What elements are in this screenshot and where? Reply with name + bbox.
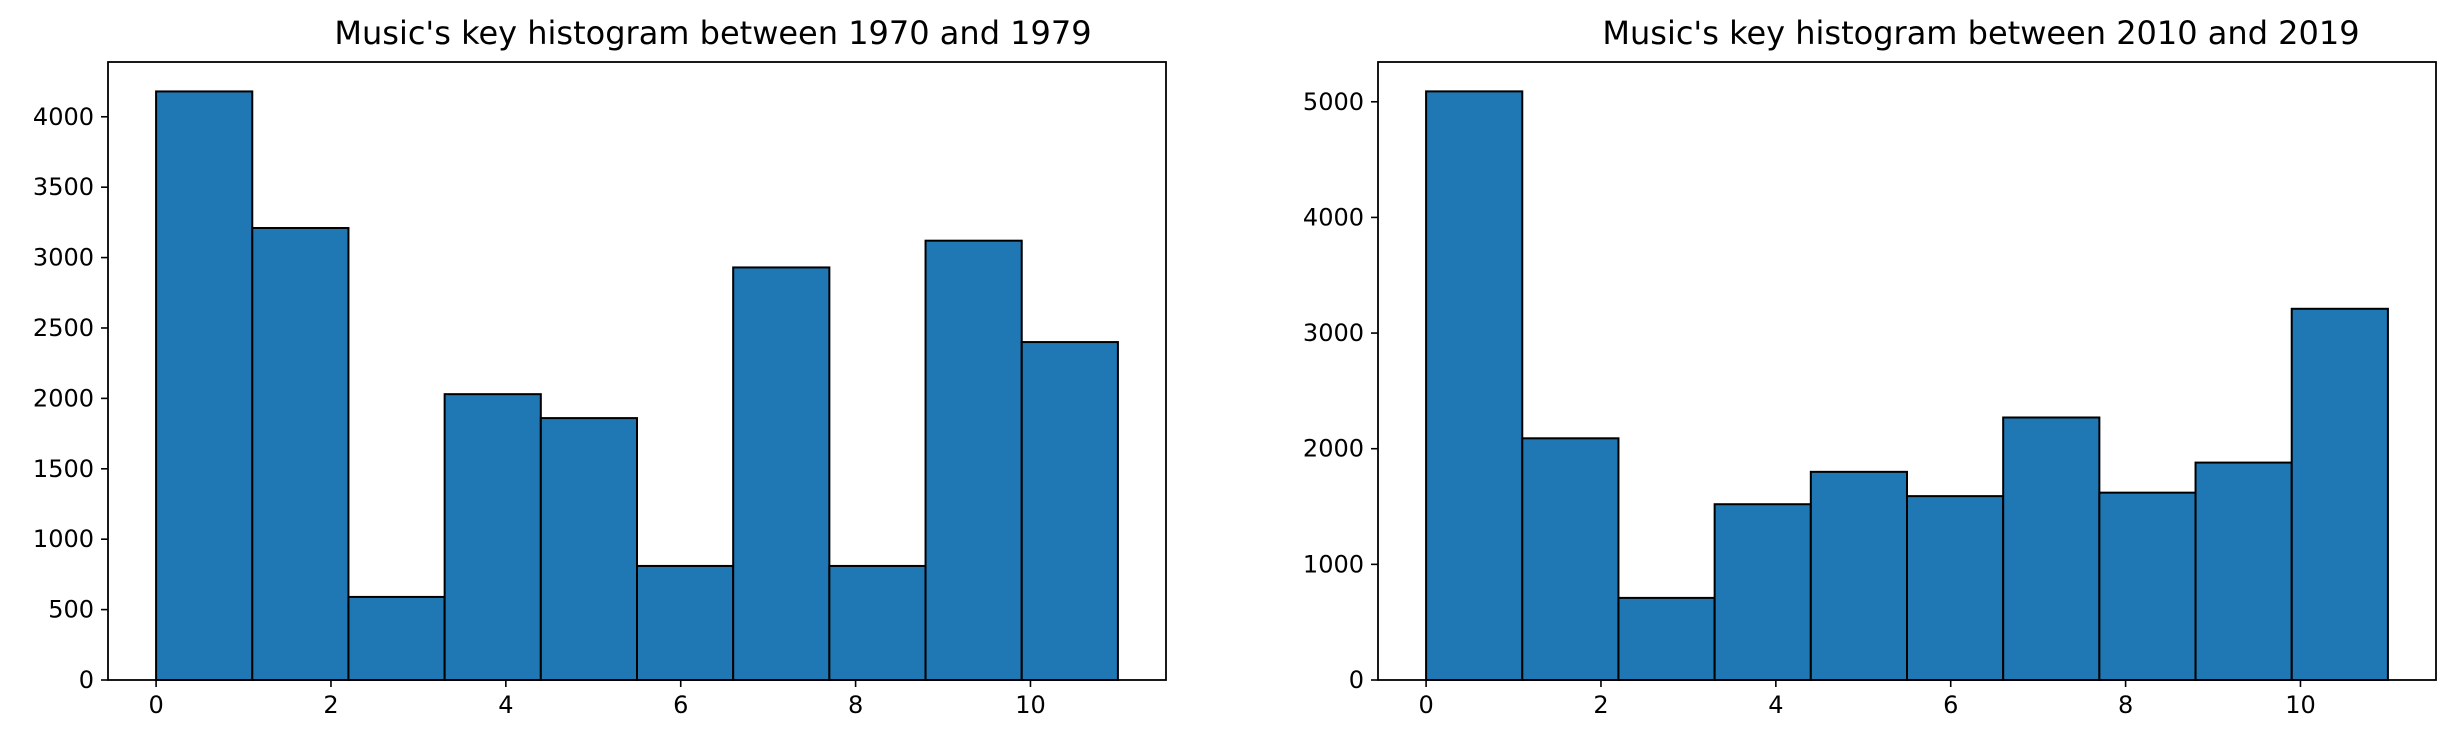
x-axis-ticks: 0 2 4 6 8 10 xyxy=(148,680,1046,719)
histogram-bar xyxy=(443,393,542,681)
histogram-bar xyxy=(251,227,350,682)
histogram-bar xyxy=(539,417,638,681)
x-tick-label: 10 xyxy=(1015,691,1046,719)
bars-group xyxy=(155,90,1119,682)
y-tick-label: 500 xyxy=(48,596,94,624)
chart-1970s: Music's key histogram between 1970 and 1… xyxy=(33,14,1167,719)
histogram-bar xyxy=(828,564,927,681)
histogram-bar xyxy=(2098,491,2197,682)
y-tick-label: 4000 xyxy=(1303,203,1364,231)
histogram-bar xyxy=(1425,90,1524,682)
histogram-bar xyxy=(2002,416,2101,681)
histogram-bar xyxy=(1906,495,2005,681)
x-tick-label: 0 xyxy=(1418,691,1433,719)
histogram-bar xyxy=(1020,341,1119,681)
y-axis-ticks: 0 500 1000 1500 2000 2500 3000 3500 4000 xyxy=(33,103,108,694)
y-tick-label: 3500 xyxy=(33,173,94,201)
histogram-bar xyxy=(1809,470,1909,681)
histogram-bar xyxy=(636,564,735,681)
x-tick-label: 8 xyxy=(2118,691,2133,719)
x-tick-label: 4 xyxy=(498,691,513,719)
x-tick-label: 2 xyxy=(1593,691,1608,719)
axes-frame xyxy=(1377,61,2437,681)
x-tick-label: 10 xyxy=(2285,691,2316,719)
y-tick-label: 2500 xyxy=(33,314,94,342)
chart-title: Music's key histogram between 2010 and 2… xyxy=(1602,14,2359,52)
histogram-bar xyxy=(347,595,446,682)
y-tick-label: 2000 xyxy=(33,384,94,412)
y-axis-ticks: 0 1000 2000 3000 4000 5000 xyxy=(1303,88,1378,694)
y-tick-label: 5000 xyxy=(1303,88,1364,116)
y-tick-label: 3000 xyxy=(1303,319,1364,347)
histogram-bar xyxy=(1521,437,1620,681)
histogram-bar xyxy=(1617,596,1716,681)
histogram-bar xyxy=(2290,307,2389,681)
chart-2010s: Music's key histogram between 2010 and 2… xyxy=(1303,14,2437,719)
x-axis-ticks: 0 2 4 6 8 10 xyxy=(1418,680,2316,719)
axes-frame xyxy=(107,61,1167,681)
y-tick-label: 4000 xyxy=(33,103,94,131)
x-tick-label: 0 xyxy=(148,691,163,719)
y-tick-label: 0 xyxy=(79,666,94,694)
y-tick-label: 1000 xyxy=(33,525,94,553)
y-tick-label: 2000 xyxy=(1303,435,1364,463)
bars-group xyxy=(1425,90,2389,682)
x-tick-label: 6 xyxy=(673,691,688,719)
chart-title: Music's key histogram between 1970 and 1… xyxy=(334,14,1091,52)
histogram-bar xyxy=(155,90,254,681)
x-tick-label: 2 xyxy=(323,691,338,719)
y-tick-label: 0 xyxy=(1349,666,1364,694)
x-tick-label: 4 xyxy=(1768,691,1783,719)
histogram-bar xyxy=(732,266,831,681)
histogram-bar xyxy=(1713,503,1812,681)
histogram-bar xyxy=(924,239,1023,681)
histogram-bar xyxy=(2194,461,2293,681)
y-tick-label: 1500 xyxy=(33,455,94,483)
x-tick-label: 8 xyxy=(848,691,863,719)
y-tick-label: 3000 xyxy=(33,244,94,272)
y-tick-label: 1000 xyxy=(1303,550,1364,578)
x-tick-label: 6 xyxy=(1943,691,1958,719)
